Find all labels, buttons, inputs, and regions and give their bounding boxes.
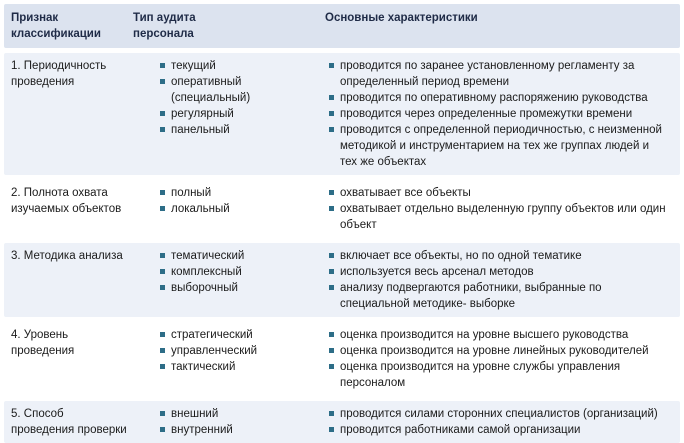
- characteristic-item: используется весь арсенал методов: [329, 264, 668, 280]
- characteristic-item: оценка производится на уровне линейных р…: [329, 343, 668, 359]
- characteristic-item: оценка производится на уровне службы упр…: [329, 359, 668, 391]
- characteristic-item: проводится с определенной периодичностью…: [329, 122, 668, 170]
- type-item: регулярный: [160, 106, 321, 122]
- audit-type-cell: стратегический управленческий тактический: [133, 325, 325, 393]
- feature-cell: 3. Методика анализа: [4, 246, 133, 314]
- characteristics-cell: охватывает все объекты охватывает отдельн…: [325, 183, 680, 235]
- audit-type-cell: полный локальный: [133, 183, 325, 235]
- table-row: 2. Полнота охвата изучаемых объектов пол…: [4, 180, 680, 238]
- feature-cell: 2. Полнота охвата изучаемых объектов: [4, 183, 133, 235]
- type-item: тематический: [160, 248, 321, 264]
- type-item: оперативный (специальный): [160, 74, 321, 106]
- column-header-characteristics: Основные характеристики: [325, 8, 680, 44]
- types-list: полный локальный: [133, 185, 321, 217]
- characteristic-item: оценка производится на уровне высшего ру…: [329, 327, 668, 343]
- characteristics-cell: проводится по заранее установленному рег…: [325, 56, 680, 172]
- type-item: текущий: [160, 58, 321, 74]
- characteristics-list: оценка производится на уровне высшего ру…: [325, 327, 676, 391]
- column-header-audit-type: Тип аудита персонала: [133, 8, 325, 44]
- feature-cell-text: 2. Полнота охвата изучаемых объектов: [11, 187, 122, 215]
- characteristics-list: проводится по заранее установленному рег…: [325, 58, 676, 170]
- characteristic-item: проводится по оперативному распоряжению …: [329, 90, 668, 106]
- characteristics-list: проводится силами сторонних специалистов…: [325, 406, 676, 438]
- characteristic-item: проводится по заранее установленному рег…: [329, 58, 668, 90]
- characteristic-item: проводится силами сторонних специалистов…: [329, 406, 668, 422]
- feature-cell-text: 1. Периодичность проведения: [11, 60, 107, 88]
- feature-cell-text: 5. Способ проведения проверки: [11, 408, 127, 436]
- type-item: локальный: [160, 201, 321, 217]
- types-list: текущий оперативный (специальный) регулярн…: [133, 58, 321, 138]
- type-item: управленческий: [160, 343, 321, 359]
- characteristic-item: включает все объекты, но по одной темати…: [329, 248, 668, 264]
- types-list: стратегический управленческий тактический: [133, 327, 321, 375]
- type-item: внутренний: [160, 422, 321, 438]
- column-header-feature-label: Признак классификации: [11, 12, 101, 40]
- type-item: тактический: [160, 359, 321, 375]
- audit-type-cell: текущий оперативный (специальный) регулярн…: [133, 56, 325, 172]
- types-list: внешний внутренний: [133, 406, 321, 438]
- characteristic-item: проводится через определенные промежутки…: [329, 106, 668, 122]
- characteristics-cell: включает все объекты, но по одной темати…: [325, 246, 680, 314]
- type-item: стратегический: [160, 327, 321, 343]
- table-body: 1. Периодичность проведения текущий опера…: [4, 53, 680, 443]
- type-item: внешний: [160, 406, 321, 422]
- column-header-characteristics-label: Основные характеристики: [325, 12, 478, 24]
- feature-cell-text: 4. Уровень проведения: [11, 329, 75, 357]
- feature-cell-text: 3. Методика анализа: [11, 250, 123, 262]
- feature-cell: 4. Уровень проведения: [4, 325, 133, 393]
- feature-cell: 5. Способ проведения проверки: [4, 404, 133, 440]
- types-list: тематический комплексный выборочный: [133, 248, 321, 296]
- column-header-feature: Признак классификации: [4, 8, 133, 44]
- table-row: 1. Периодичность проведения текущий опера…: [4, 53, 680, 175]
- table-header-row: Признак классификации Тип аудита персона…: [4, 4, 680, 48]
- type-item: полный: [160, 185, 321, 201]
- column-header-audit-type-label: Тип аудита персонала: [133, 12, 196, 40]
- characteristics-cell: проводится силами сторонних специалистов…: [325, 404, 680, 440]
- characteristics-cell: оценка производится на уровне высшего ру…: [325, 325, 680, 393]
- feature-cell: 1. Периодичность проведения: [4, 56, 133, 172]
- table-row: 4. Уровень проведения стратегический упра…: [4, 322, 680, 396]
- characteristic-item: охватывает все объекты: [329, 185, 668, 201]
- characteristics-list: охватывает все объекты охватывает отдельн…: [325, 185, 676, 233]
- characteristic-item: анализу подвергаются работники, выбранны…: [329, 280, 668, 312]
- table-row: 3. Методика анализа тематический комплекс…: [4, 243, 680, 317]
- type-item: выборочный: [160, 280, 321, 296]
- characteristic-item: охватывает отдельно выделенную группу об…: [329, 201, 668, 233]
- table-row: 5. Способ проведения проверки внешний вну…: [4, 401, 680, 443]
- type-item: панельный: [160, 122, 321, 138]
- type-item: комплексный: [160, 264, 321, 280]
- characteristic-item: проводится работниками самой организации: [329, 422, 668, 438]
- audit-type-cell: внешний внутренний: [133, 404, 325, 440]
- characteristics-list: включает все объекты, но по одной темати…: [325, 248, 676, 312]
- audit-type-cell: тематический комплексный выборочный: [133, 246, 325, 314]
